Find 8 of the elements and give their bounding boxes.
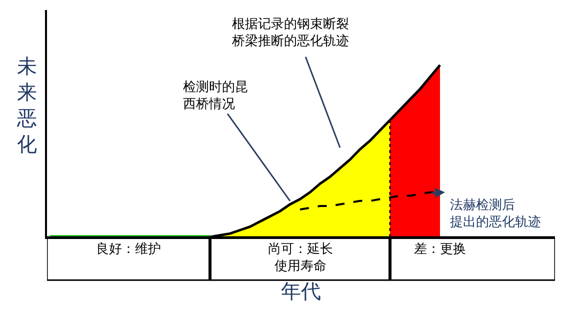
text: 差：更换: [414, 242, 466, 257]
annotation: 检测时的昆西桥情况: [183, 80, 248, 112]
x-axis-title: 年代: [281, 279, 321, 303]
text: 尚可：延长使用寿命: [268, 242, 333, 274]
y-axis-title: 未来恶化: [16, 54, 37, 156]
text: 良好：维护: [96, 242, 161, 257]
text: 根据记录的钢束断裂桥梁推断的恶化轨迹: [231, 17, 349, 49]
text: 法赫检测后提出的恶化轨迹: [450, 198, 541, 230]
